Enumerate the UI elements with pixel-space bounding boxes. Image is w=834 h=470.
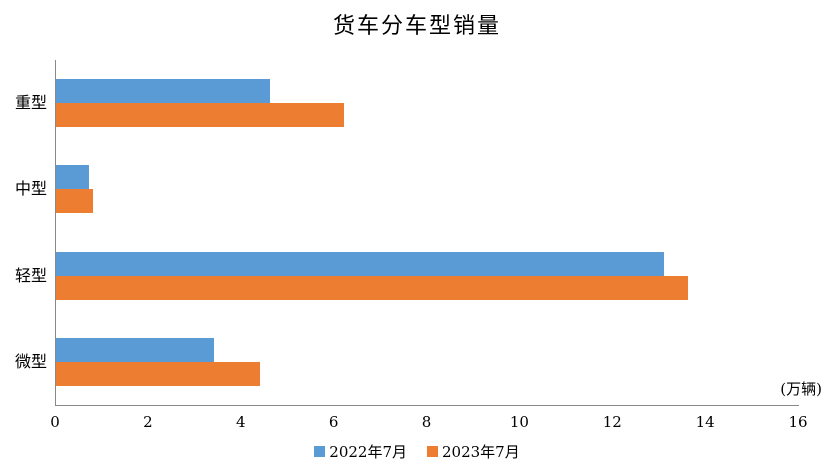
bar-series0-cat1: [56, 165, 89, 190]
chart-legend: 2022年7月 2023年7月: [0, 441, 834, 462]
bar-series1-cat3: [56, 361, 261, 386]
y-axis-category-labels: 重型 中型 轻型 微型: [0, 60, 47, 405]
plot-area: [55, 60, 799, 406]
legend-swatch-2022-icon: [314, 446, 326, 457]
category-label-0: 重型: [14, 93, 47, 113]
x-tick-label-10: 10: [509, 413, 529, 431]
bar-series0-cat3: [56, 337, 214, 362]
x-tick-label-8: 8: [421, 413, 432, 431]
x-tick-label-6: 6: [328, 413, 339, 431]
x-tick-label-12: 12: [602, 413, 622, 431]
legend-item-2023: 2023年7月: [427, 441, 520, 462]
bar-series0-cat2: [56, 251, 665, 276]
legend-label-2022: 2022年7月: [329, 443, 407, 461]
category-label-3: 微型: [14, 351, 47, 371]
x-tick-label-4: 4: [235, 413, 246, 431]
x-tick-label-0: 0: [50, 413, 60, 431]
category-label-1: 中型: [14, 179, 47, 199]
x-tick-label-14: 14: [695, 413, 715, 431]
bar-series1-cat0: [56, 103, 344, 128]
bar-series1-cat1: [56, 189, 94, 214]
legend-label-2023: 2023年7月: [442, 443, 520, 461]
bar-series1-cat2: [56, 275, 688, 300]
category-label-2: 轻型: [14, 265, 47, 285]
x-axis-tick-labels: 0 2 4 6 8 10 12 14 16: [50, 412, 807, 432]
x-tick-label-16: 16: [788, 413, 808, 431]
chart-title: 货车分车型销量: [332, 14, 501, 39]
legend-swatch-2023-icon: [427, 446, 438, 457]
legend-item-2022: 2022年7月: [314, 441, 407, 462]
bar-series0-cat0: [56, 79, 270, 104]
x-tick-label-2: 2: [143, 413, 153, 431]
axis-unit-label: (万辆): [780, 380, 822, 398]
